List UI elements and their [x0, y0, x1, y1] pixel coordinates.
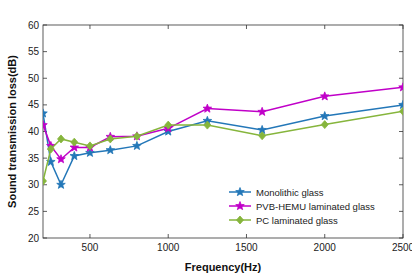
point: [399, 83, 403, 91]
y-tick-label: 60: [28, 20, 40, 31]
x-tick: [246, 234, 247, 238]
point: [320, 92, 329, 100]
x-tick: [168, 25, 169, 29]
y-tick: [399, 51, 403, 52]
legend: Monolithic glass PVB-HEMU laminated glass…: [225, 182, 395, 230]
x-tick: [89, 25, 90, 29]
x-tick: [89, 234, 90, 238]
y-tick: [399, 184, 403, 185]
x-tick: [168, 234, 169, 238]
point: [321, 121, 328, 129]
point: [107, 135, 114, 143]
x-tick-label: 1500: [235, 242, 258, 253]
x-axis-label: Frequency(Hz): [185, 261, 262, 273]
legend-marker: [237, 216, 244, 224]
point: [43, 109, 47, 117]
y-tick-label: 30: [28, 179, 40, 190]
point: [71, 138, 78, 146]
y-tick-label: 55: [28, 46, 40, 57]
point: [258, 107, 267, 115]
point: [106, 146, 115, 154]
point: [400, 107, 404, 115]
point: [43, 121, 47, 129]
x-tick-label: 1000: [157, 242, 180, 253]
y-tick: [43, 211, 47, 212]
point: [133, 132, 142, 140]
legend-marker: [236, 202, 245, 210]
legend-label: Monolithic glass: [256, 187, 324, 198]
series-line: [43, 87, 403, 159]
y-tick: [43, 104, 47, 105]
y-tick: [43, 78, 47, 79]
point: [165, 121, 172, 129]
point: [70, 152, 79, 160]
point: [320, 112, 329, 120]
y-tick: [399, 158, 403, 159]
series-line: [43, 105, 403, 185]
point: [203, 104, 212, 112]
y-tick-label: 20: [28, 233, 40, 244]
y-tick: [399, 78, 403, 79]
y-tick: [43, 51, 47, 52]
point: [57, 180, 66, 188]
series-line: [43, 111, 403, 181]
plot-area: [43, 25, 403, 238]
plot-frame: [43, 25, 403, 238]
y-tick: [399, 131, 403, 132]
series-group: [43, 83, 403, 189]
y-axis-label: Sound transmission loss(dB): [6, 55, 18, 208]
y-tick-label: 45: [28, 99, 40, 110]
y-tick-label: 35: [28, 153, 40, 164]
x-tick: [246, 25, 247, 29]
point: [133, 141, 142, 149]
y-tick-label: 40: [28, 126, 40, 137]
y-tick: [43, 158, 47, 159]
legend-label: PVB-HEMU laminated glass: [256, 201, 375, 212]
legend-marker: [236, 188, 245, 196]
x-tick: [324, 234, 325, 238]
point: [259, 132, 266, 140]
point: [86, 142, 93, 150]
x-tick: [324, 25, 325, 29]
point: [47, 145, 54, 153]
y-tick: [399, 211, 403, 212]
y-tick-label: 50: [28, 73, 40, 84]
legend-box: [225, 182, 395, 230]
point: [133, 132, 140, 140]
point: [399, 100, 403, 108]
point: [58, 135, 65, 143]
point: [204, 121, 211, 129]
chart: 20 25 30 35 40 45 50 55 60 500 1000 1500 2000 2500 Fre…: [0, 0, 412, 280]
y-tick-label: 25: [28, 206, 40, 217]
legend-label: PC laminated glass: [256, 215, 338, 226]
x-tick-label: 500: [82, 242, 99, 253]
point: [43, 177, 47, 185]
x-tick-label: 2500: [392, 242, 412, 253]
x-tick-label: 2000: [314, 242, 337, 253]
point: [57, 155, 66, 163]
